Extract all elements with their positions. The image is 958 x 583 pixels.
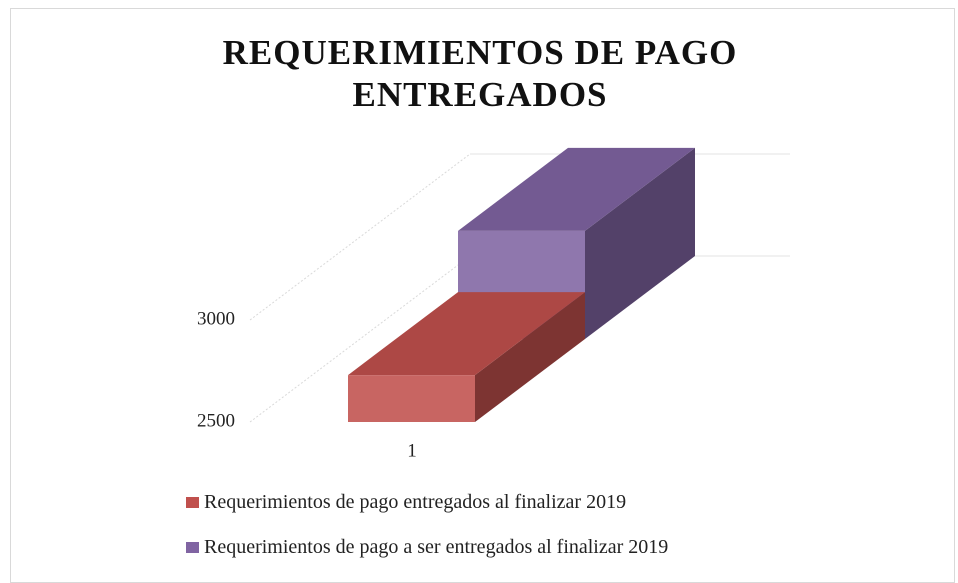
x-tick-label: 1 <box>407 440 417 461</box>
legend-label: Requerimientos de pago a ser entregados … <box>204 536 669 558</box>
legend-swatch <box>186 497 199 508</box>
grid-line <box>249 255 471 423</box>
bar-front <box>348 375 475 422</box>
y-tick-label: 3000 <box>197 308 235 329</box>
legend-swatch <box>186 542 199 553</box>
legend-item: Requerimientos de pago a ser entregados … <box>186 536 668 559</box>
legend-item: Requerimientos de pago entregados al fin… <box>186 491 626 514</box>
bar <box>348 292 585 422</box>
bar-side <box>475 292 585 422</box>
chart-title: REQUERIMIENTOS DE PAGO ENTREGADOS <box>222 33 738 114</box>
bar-top <box>458 147 695 231</box>
legend-label: Requerimientos de pago entregados al fin… <box>204 491 627 513</box>
bar-top <box>348 292 585 376</box>
y-tick-label: 2500 <box>197 410 235 431</box>
bar-side <box>585 147 695 339</box>
grid-line <box>249 153 471 321</box>
